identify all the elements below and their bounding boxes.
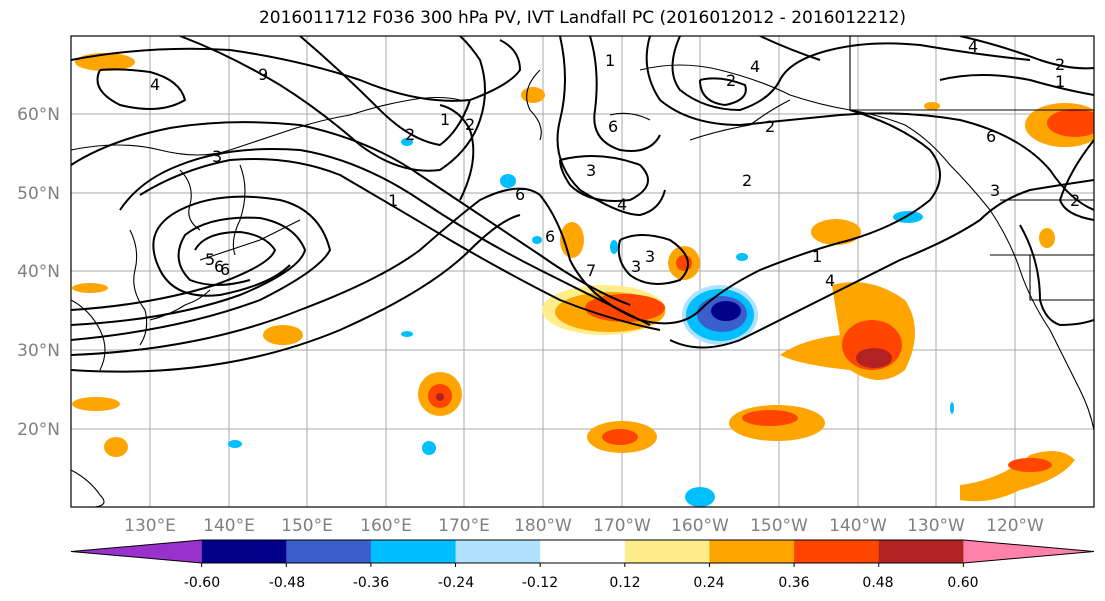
colorbar-tick-label: -0.24 — [438, 575, 474, 591]
contour-label: 4 — [825, 271, 835, 290]
lon-label: 170°W — [593, 516, 651, 536]
colorbar-tick-label: 0.12 — [609, 575, 640, 591]
colorbar-tick-label: 0.60 — [947, 575, 978, 591]
colorbar-bin — [709, 540, 795, 563]
contour-label: 2 — [1070, 191, 1080, 210]
colorbar-bin — [286, 540, 372, 563]
lat-label: 60°N — [17, 105, 60, 125]
contour-label: 4 — [750, 57, 760, 76]
contour-label: 2 — [465, 115, 475, 134]
colorbar-tick-label: -0.36 — [353, 575, 389, 591]
contour-label: 3 — [645, 247, 655, 266]
contour-label: 9 — [258, 65, 268, 84]
lon-label: 160°E — [360, 516, 412, 536]
colorbar-tick-labels: -0.60 -0.48 -0.36 -0.24 -0.12 0.12 0.24 … — [184, 575, 979, 591]
colorbar-tick-label: -0.48 — [269, 575, 305, 591]
contour-label: 3 — [990, 181, 1000, 200]
colorbar-bin — [201, 540, 287, 563]
contour-label: 3 — [586, 161, 596, 180]
colorbar-tick-label: -0.12 — [522, 575, 558, 591]
colorbar-bin — [370, 540, 457, 563]
latitude-labels: 60°N 50°N 40°N 30°N 20°N — [17, 105, 60, 440]
contour-label: 4 — [968, 37, 978, 56]
colorbar-bin — [794, 540, 880, 563]
colorbar-bin — [455, 540, 541, 563]
lat-label: 40°N — [17, 262, 60, 282]
colorbar-tick-label: 0.48 — [862, 575, 893, 591]
contour-label: 4 — [617, 195, 627, 214]
map-title: 2016011712 F036 300 hPa PV, IVT Landfall… — [258, 8, 906, 28]
lat-label: 50°N — [17, 184, 60, 204]
contour-label: 6 — [608, 117, 618, 136]
contour-label: 7 — [586, 261, 596, 280]
contour-label: 2 — [726, 71, 736, 90]
coastlines — [71, 36, 1094, 507]
colorbar-tick-label: 0.36 — [778, 575, 809, 591]
colorbar — [70, 539, 1095, 567]
lon-label: 140°W — [829, 516, 887, 536]
map-frame — [70, 35, 1095, 508]
contour-label: 6 — [515, 185, 525, 204]
contour-label: 3 — [212, 147, 222, 166]
contour-label: 1 — [605, 51, 615, 70]
contour-label: 2 — [1055, 55, 1065, 74]
lon-label: 130°W — [907, 516, 965, 536]
lat-label: 30°N — [17, 341, 60, 361]
contour-label: 4 — [150, 75, 160, 94]
pv-contour-labels: 4 9 1 2 3 6 5 6 1 2 6 3 6 4 7 3 3 2 4 2 … — [150, 37, 1080, 290]
ivt-positive-anomalies — [72, 53, 1094, 502]
contour-label: 1 — [388, 191, 398, 210]
lon-label: 150°E — [281, 516, 333, 536]
colorbar-bin — [540, 540, 626, 563]
contour-label: 3 — [631, 257, 641, 276]
contour-label: 2 — [765, 117, 775, 136]
longitude-labels: 130°E 140°E 150°E 160°E 170°E 180°W 170°… — [124, 516, 1044, 536]
colorbar-bin — [624, 540, 710, 563]
ivt-negative-anomalies — [228, 138, 954, 507]
contour-label: 5 — [205, 250, 215, 269]
lon-label: 120°W — [986, 516, 1044, 536]
contour-label: 1 — [440, 110, 450, 129]
contour-label: 1 — [812, 247, 822, 266]
colorbar-tick-label: 0.24 — [693, 575, 724, 591]
colorbar-bin — [878, 540, 964, 563]
contour-label: 2 — [742, 171, 752, 190]
colorbar-tick-label: -0.60 — [184, 575, 220, 591]
lon-label: 160°W — [671, 516, 729, 536]
lat-label: 20°N — [17, 420, 60, 440]
lon-label: 170°E — [438, 516, 490, 536]
lon-label: 180°W — [514, 516, 572, 536]
contour-label: 6 — [545, 227, 555, 246]
colorbar-extension-high — [963, 540, 1094, 563]
lon-label: 150°W — [750, 516, 808, 536]
contour-label: 6 — [986, 127, 996, 146]
contour-label: 2 — [405, 125, 415, 144]
contour-label: 6 — [220, 260, 230, 279]
contour-label: 1 — [1055, 72, 1065, 91]
pv-contours — [71, 36, 1094, 373]
colorbar-extension-low — [71, 540, 202, 563]
lon-label: 140°E — [203, 516, 255, 536]
lon-label: 130°E — [124, 516, 176, 536]
contour-label: 6 — [214, 257, 224, 276]
